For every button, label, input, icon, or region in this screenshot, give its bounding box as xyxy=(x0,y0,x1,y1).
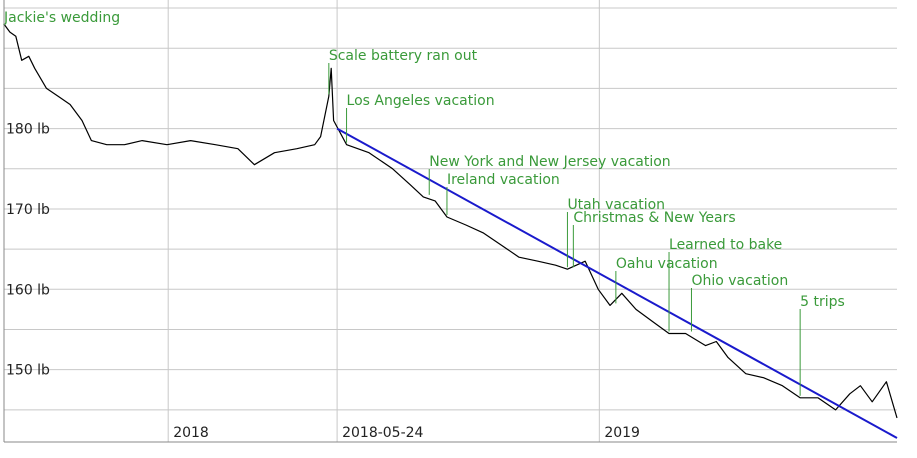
annotation-label: 5 trips xyxy=(800,294,845,310)
weight-line xyxy=(3,23,898,419)
annotations: Jackie's wedding Scale battery ran out Los… xyxy=(3,10,845,396)
y-axis-labels: 180 lb 170 lb 160 lb 150 lb xyxy=(6,122,50,379)
series-layer xyxy=(3,23,898,439)
x-tick-label: 2018 xyxy=(173,425,209,441)
annotation-label: Learned to bake xyxy=(669,237,782,253)
annotation-label: Utah vacation xyxy=(567,197,665,213)
annotation-label: Los Angeles vacation xyxy=(347,93,495,109)
annotation-label: Jackie's wedding xyxy=(3,10,120,26)
annotation-label: Ohio vacation xyxy=(691,273,788,289)
gridlines xyxy=(4,0,897,442)
annotation-label: Scale battery ran out xyxy=(329,48,478,64)
x-tick-label: 2018-05-24 xyxy=(342,425,423,441)
y-tick-label: 150 lb xyxy=(6,363,50,379)
y-tick-label: 160 lb xyxy=(6,282,50,298)
y-tick-label: 180 lb xyxy=(6,122,50,138)
x-axis-labels: 2018 2018-05-24 2019 xyxy=(173,425,640,441)
y-tick-label: 170 lb xyxy=(6,202,50,218)
annotation-label: Oahu vacation xyxy=(616,256,718,272)
trend-line xyxy=(336,127,898,439)
x-tick-label: 2019 xyxy=(604,425,640,441)
annotation-label: Ireland vacation xyxy=(447,172,560,188)
annotation-label: Christmas & New Years xyxy=(573,210,735,226)
annotation-label: New York and New Jersey vacation xyxy=(429,154,670,170)
